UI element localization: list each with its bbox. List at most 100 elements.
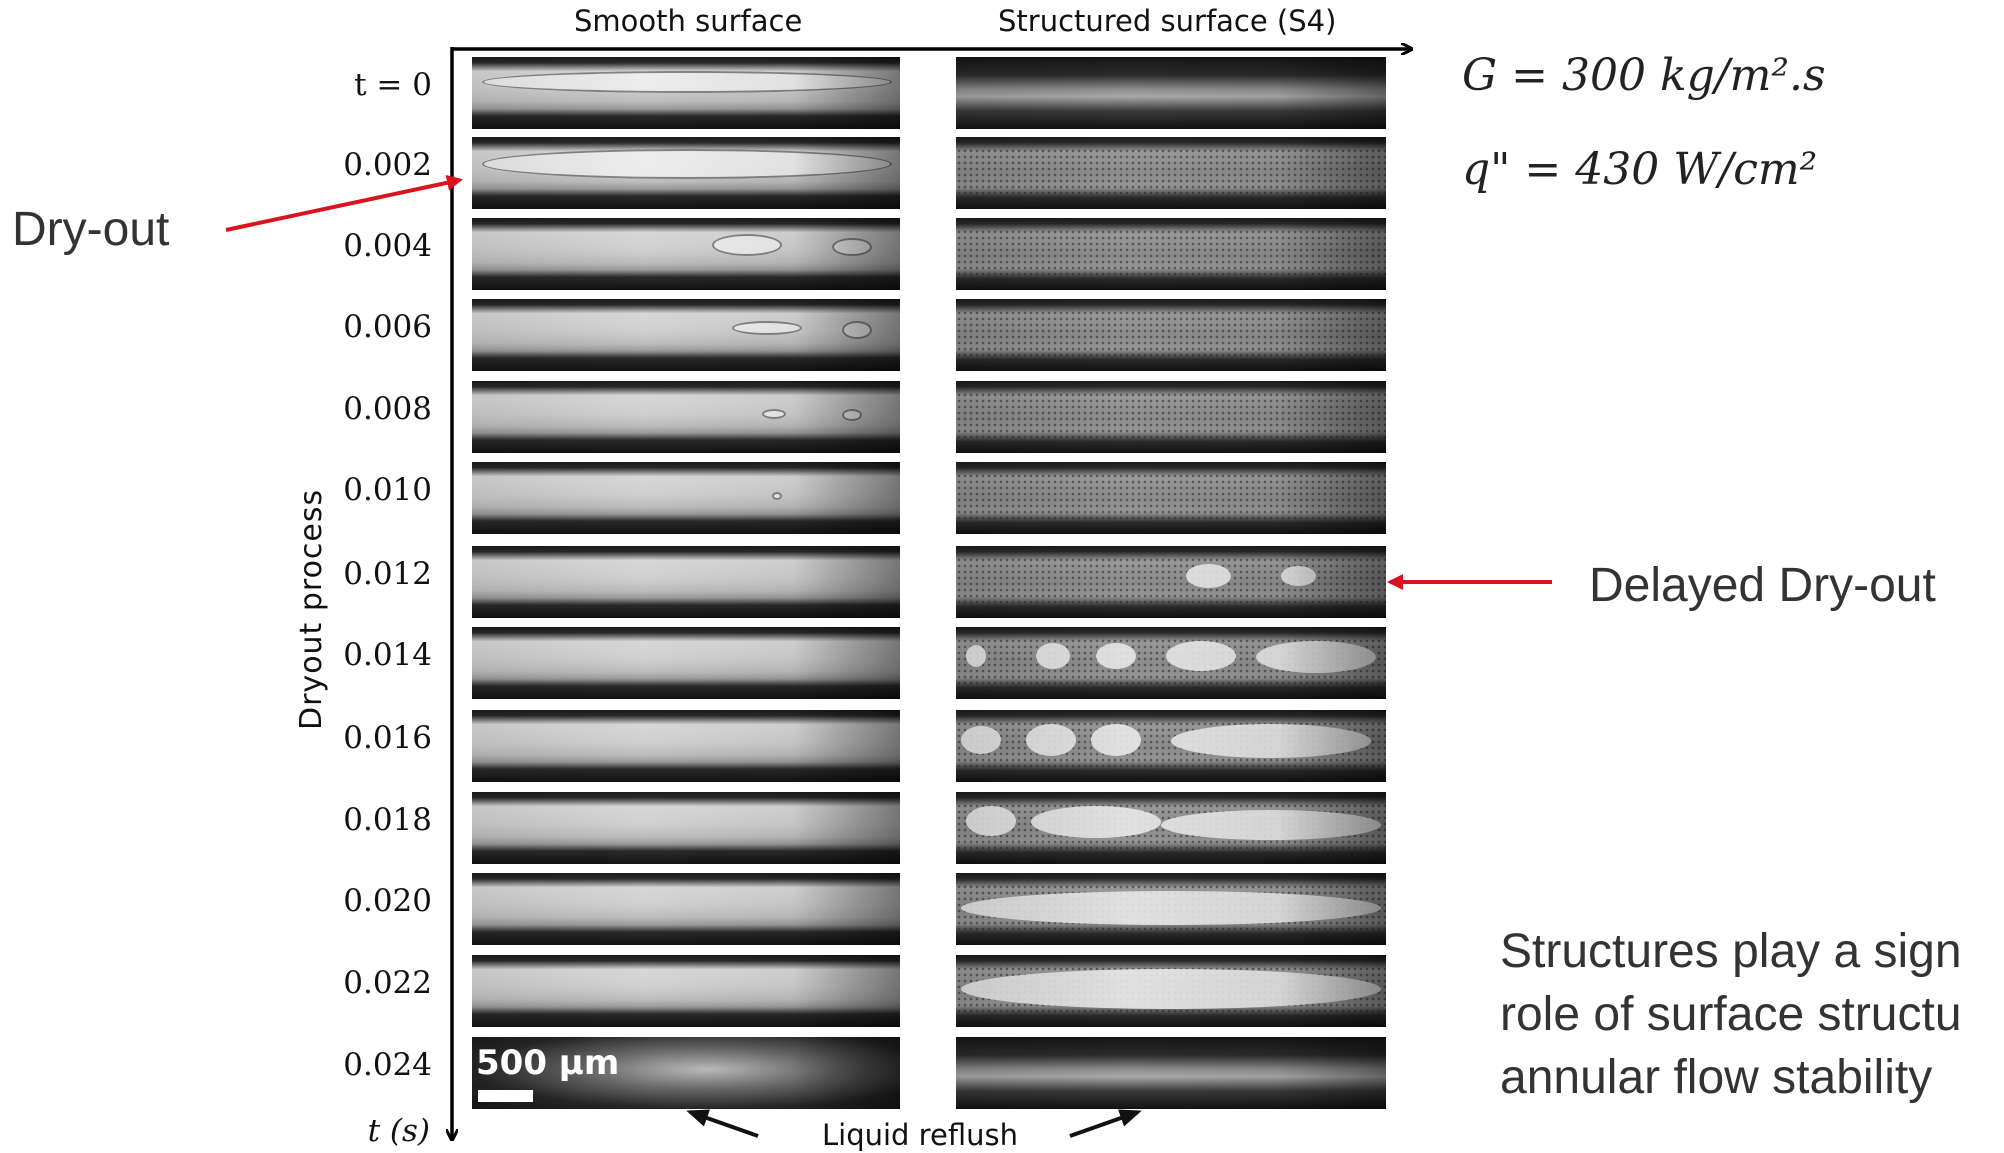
- microstructure-pattern: [956, 472, 1386, 522]
- frame-shade: [472, 873, 900, 945]
- structured-frame: [956, 792, 1386, 864]
- smooth-frame: [472, 218, 900, 290]
- frame-shade: [472, 1037, 900, 1109]
- frame-shade: [956, 462, 1386, 534]
- smooth-frame: [472, 381, 900, 453]
- smooth-frame: [472, 873, 900, 945]
- dry-patch: [1036, 643, 1070, 669]
- note-line-1: Structures play a sign: [1500, 925, 1962, 978]
- frame-shade: [956, 873, 1386, 945]
- frame-shade: [956, 955, 1386, 1027]
- dry-out-arrow: [225, 174, 463, 232]
- liquid-slug: [762, 409, 786, 419]
- frame-shade: [472, 218, 900, 290]
- reflush-arrow-left: [686, 1109, 759, 1138]
- liquid-slug: [772, 492, 782, 500]
- frame-shade: [956, 1037, 1386, 1109]
- smooth-frame: [472, 546, 900, 618]
- frame-shade: [472, 57, 900, 129]
- smooth-frame: [472, 955, 900, 1027]
- microstructure-pattern: [956, 556, 1386, 606]
- dry-patch: [961, 969, 1381, 1009]
- header-structured-surface: Structured surface (S4): [998, 4, 1337, 38]
- note-line-3: annular flow stability: [1500, 1051, 1933, 1104]
- dry-patch: [1281, 566, 1316, 586]
- time-axis-label: t (s): [367, 1113, 430, 1149]
- frame-shade: [472, 955, 900, 1027]
- liquid-reflush-label: Liquid reflush: [822, 1118, 1018, 1152]
- frame-shade: [472, 381, 900, 453]
- liquid-slug: [712, 234, 782, 256]
- structured-frame: [956, 462, 1386, 534]
- frame-shade: [956, 627, 1386, 699]
- structured-frame: [956, 218, 1386, 290]
- reflush-arrow-right: [1069, 1109, 1142, 1138]
- frame-shade: [956, 710, 1386, 782]
- smooth-frame: [472, 792, 900, 864]
- dry-patch: [1166, 641, 1236, 671]
- mass-flux-equation: G = 300 kg/m².s: [1462, 50, 1826, 101]
- dry-patch: [1031, 806, 1161, 838]
- scale-bar-label: 500 µm: [476, 1043, 620, 1083]
- structured-frame: [956, 137, 1386, 209]
- time-label: 0.020: [343, 883, 432, 919]
- dry-patch: [1161, 810, 1381, 840]
- frame-shade: [956, 381, 1386, 453]
- structured-frame: [956, 873, 1386, 945]
- structured-frame: [956, 1037, 1386, 1109]
- microstructure-pattern: [956, 147, 1386, 197]
- liquid-slug: [482, 71, 892, 93]
- dry-out-callout: Dry-out: [12, 203, 170, 256]
- structured-frame: [956, 299, 1386, 371]
- time-label: 0.008: [343, 391, 432, 427]
- time-label: 0.012: [343, 556, 432, 592]
- delayed-dry-out-callout: Delayed Dry-out: [1589, 559, 1936, 612]
- liquid-slug: [482, 149, 892, 179]
- smooth-frame: [472, 299, 900, 371]
- note-text: Structures play a sign role of surface s…: [1500, 920, 1962, 1109]
- time-label: t = 0: [354, 67, 432, 103]
- dry-patch: [1091, 724, 1141, 756]
- structured-frame: [956, 627, 1386, 699]
- frame-shade: [956, 546, 1386, 618]
- smooth-frame: [472, 57, 900, 129]
- structured-frame: [956, 546, 1386, 618]
- dry-patch: [966, 645, 986, 667]
- smooth-frame: [472, 710, 900, 782]
- frame-shade: [472, 299, 900, 371]
- note-line-2: role of surface structu: [1500, 988, 1962, 1041]
- time-label: 0.006: [343, 309, 432, 345]
- dry-patch: [966, 806, 1016, 836]
- frame-shade: [956, 218, 1386, 290]
- smooth-frame: [472, 137, 900, 209]
- dry-patch: [961, 726, 1001, 754]
- liquid-slug: [842, 321, 872, 339]
- frame-shade: [956, 57, 1386, 129]
- microstructure-pattern: [956, 391, 1386, 441]
- time-label: 0.024: [343, 1047, 432, 1083]
- frame-shade: [472, 627, 900, 699]
- time-label: 0.018: [343, 802, 432, 838]
- frame-shade: [956, 792, 1386, 864]
- dry-patch: [1256, 641, 1376, 673]
- header-smooth-surface: Smooth surface: [574, 4, 803, 38]
- liquid-slug: [832, 238, 872, 256]
- frame-shade: [956, 299, 1386, 371]
- structured-frame: [956, 381, 1386, 453]
- smooth-frame: [472, 627, 900, 699]
- time-label: 0.014: [343, 637, 432, 673]
- time-label: 0.004: [343, 228, 432, 264]
- time-label: 0.016: [343, 720, 432, 756]
- microstructure-pattern: [956, 309, 1386, 359]
- liquid-slug: [732, 321, 802, 335]
- scale-bar: [478, 1090, 533, 1102]
- dry-patch: [961, 891, 1381, 925]
- structured-frame: [956, 710, 1386, 782]
- time-label: 0.002: [343, 147, 432, 183]
- frame-shade: [472, 137, 900, 209]
- smooth-frame: [472, 1037, 900, 1109]
- frame-shade: [472, 462, 900, 534]
- heat-flux-equation: q" = 430 W/cm²: [1462, 144, 1818, 195]
- dry-patch: [1171, 724, 1371, 758]
